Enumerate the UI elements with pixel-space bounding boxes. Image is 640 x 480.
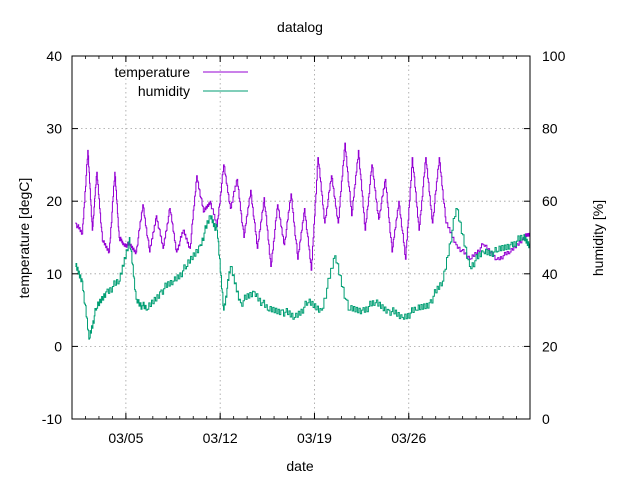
y-left-tick-label: 0 — [54, 338, 62, 354]
y-right-tick-label: 40 — [542, 266, 558, 282]
y-axis-left-label: temperature [degC] — [16, 178, 32, 299]
series-layer — [75, 142, 531, 340]
y-right-tick-label: 100 — [542, 48, 566, 64]
x-tick-label: 03/26 — [391, 430, 426, 446]
legend-label-temperature: temperature — [115, 64, 191, 80]
legend: temperature humidity — [115, 64, 248, 99]
y-left-tick-label: 40 — [46, 48, 62, 64]
y-axis-right-label: humidity [%] — [590, 200, 606, 276]
series-line-humidity — [75, 208, 531, 340]
legend-label-humidity: humidity — [138, 83, 190, 99]
y-left-tick-label: -10 — [42, 411, 62, 427]
y-left-tick-label: 30 — [46, 121, 62, 137]
y-right-tick-label: 60 — [542, 193, 558, 209]
x-tick-label: 03/19 — [297, 430, 332, 446]
right-tick-labels: 0 20 40 60 80 100 — [542, 48, 566, 427]
x-tick-label: 03/05 — [108, 430, 143, 446]
x-tick-label: 03/12 — [203, 430, 238, 446]
y-right-tick-label: 80 — [542, 121, 558, 137]
plot-border — [71, 55, 531, 420]
y-right-tick-label: 20 — [542, 338, 558, 354]
chart-title: datalog — [277, 19, 323, 35]
x-tick-labels: 03/05 03/12 03/19 03/26 — [108, 430, 426, 446]
y-left-tick-label: 20 — [46, 193, 62, 209]
x-axis-label: date — [286, 458, 313, 474]
axes — [71, 55, 531, 420]
y-right-tick-label: 0 — [542, 411, 550, 427]
series-line-temperature — [75, 142, 531, 271]
grid-lines — [72, 55, 530, 420]
left-tick-labels: -10 0 10 20 30 40 — [42, 48, 62, 427]
y-left-tick-label: 10 — [46, 266, 62, 282]
